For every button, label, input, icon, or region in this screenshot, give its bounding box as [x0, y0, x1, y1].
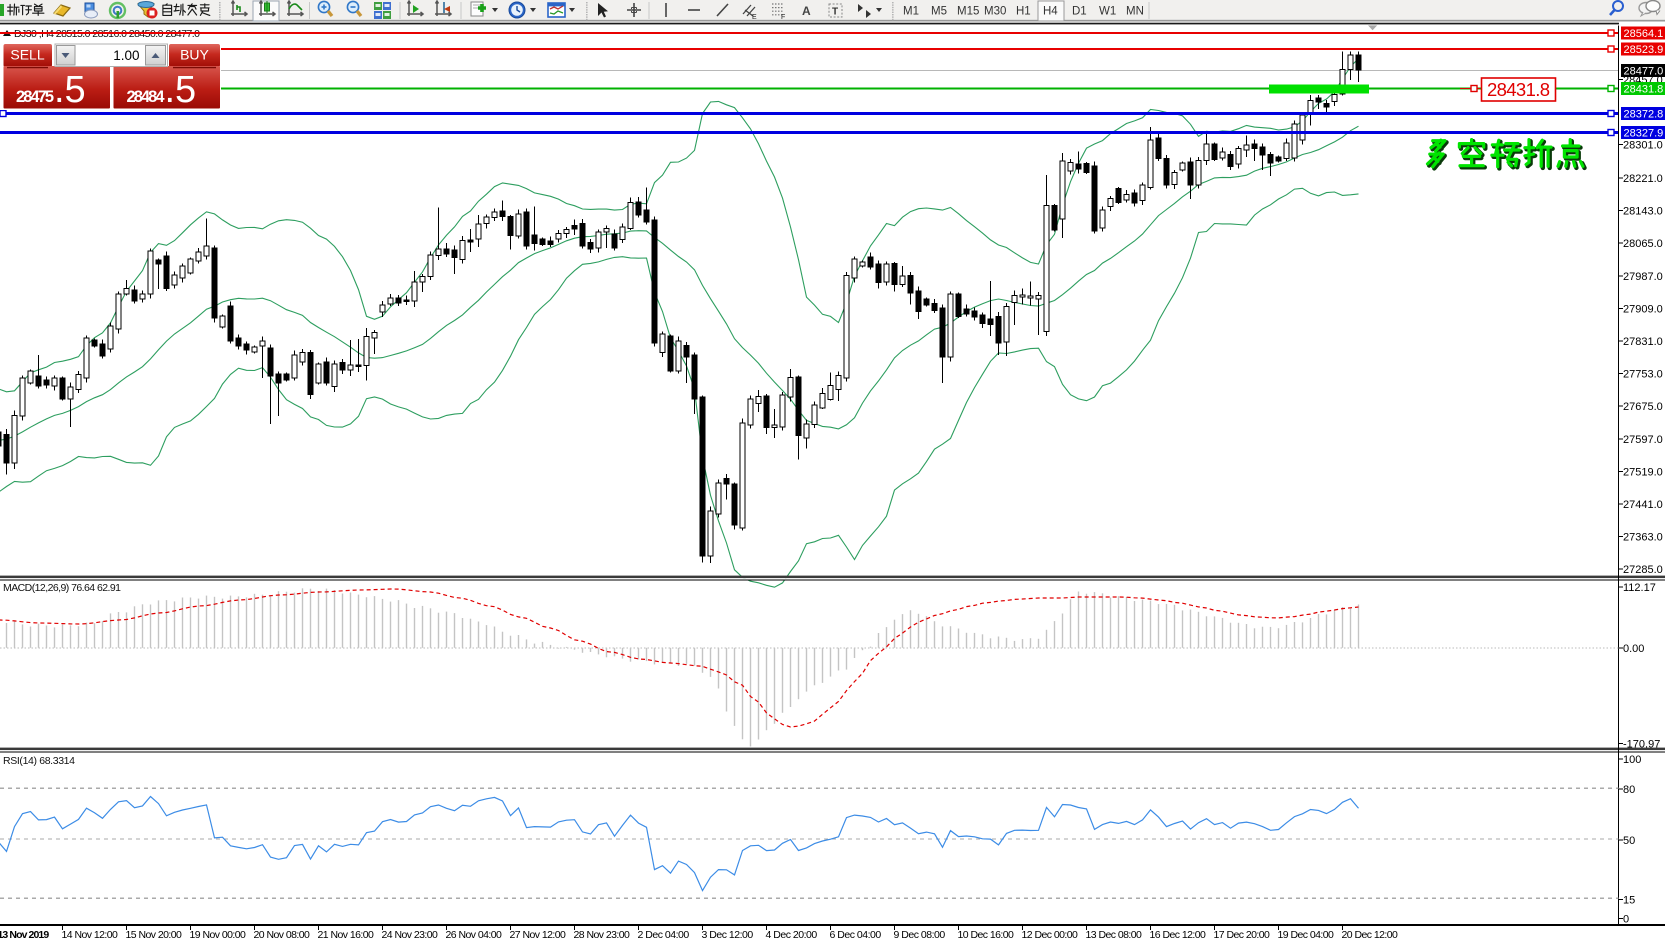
svg-text:28477.0: 28477.0	[1624, 66, 1664, 78]
svg-text:27363.0: 27363.0	[1623, 532, 1663, 544]
svg-text:27987.0: 27987.0	[1623, 271, 1663, 283]
svg-text:19 Dec 04:00: 19 Dec 04:00	[1278, 929, 1335, 941]
svg-text:20 Dec 12:00: 20 Dec 12:00	[1342, 929, 1399, 941]
svg-text:.5: .5	[165, 69, 197, 111]
svg-text:19 Nov 00:00: 19 Nov 00:00	[190, 929, 247, 941]
svg-text:0: 0	[1623, 914, 1629, 926]
svg-text:28564.1: 28564.1	[1624, 28, 1664, 40]
svg-text:112.17: 112.17	[1623, 582, 1656, 594]
svg-text:9 Dec 08:00: 9 Dec 08:00	[894, 929, 946, 941]
svg-text:26 Nov 04:00: 26 Nov 04:00	[446, 929, 503, 941]
svg-text:2 Dec 04:00: 2 Dec 04:00	[638, 929, 690, 941]
svg-text:28523.9: 28523.9	[1624, 44, 1664, 56]
svg-text:0.00: 0.00	[1623, 643, 1644, 655]
svg-text:10 Dec 16:00: 10 Dec 16:00	[958, 929, 1015, 941]
svg-text:27753.0: 27753.0	[1623, 369, 1663, 381]
svg-text:H1: H1	[1016, 6, 1031, 18]
svg-text:MACD(12,26,9) 76.64 62.91: MACD(12,26,9) 76.64 62.91	[3, 582, 121, 594]
svg-text:.5: .5	[54, 69, 86, 111]
svg-text:27831.0: 27831.0	[1623, 336, 1663, 348]
svg-text:12 Dec 00:00: 12 Dec 00:00	[1022, 929, 1079, 941]
svg-text:H4: H4	[1043, 6, 1058, 18]
svg-text:M5: M5	[931, 6, 947, 18]
svg-text:13 Dec 08:00: 13 Dec 08:00	[1086, 929, 1143, 941]
svg-text:20 Nov 08:00: 20 Nov 08:00	[254, 929, 311, 941]
svg-text:28221.0: 28221.0	[1623, 173, 1663, 185]
svg-text:RSI(14) 68.3314: RSI(14) 68.3314	[3, 755, 75, 767]
svg-text:17 Dec 20:00: 17 Dec 20:00	[1214, 929, 1271, 941]
svg-text:28065.0: 28065.0	[1623, 238, 1663, 250]
svg-text:W1: W1	[1099, 6, 1116, 18]
svg-text:6 Dec 04:00: 6 Dec 04:00	[830, 929, 882, 941]
svg-text:15: 15	[1623, 894, 1635, 906]
svg-text:M15: M15	[957, 6, 979, 18]
svg-text:16 Dec 12:00: 16 Dec 12:00	[1150, 929, 1207, 941]
svg-text:E: E	[752, 14, 757, 21]
svg-text:D1: D1	[1072, 6, 1087, 18]
svg-text:1.00: 1.00	[113, 48, 139, 63]
svg-text:27285.0: 27285.0	[1623, 564, 1663, 576]
svg-text:100: 100	[1623, 754, 1641, 766]
svg-text:28475: 28475	[16, 88, 54, 106]
svg-text:28484: 28484	[127, 88, 166, 106]
svg-text:28143.0: 28143.0	[1623, 206, 1663, 218]
svg-text:M1: M1	[903, 6, 919, 18]
svg-text:28301.0: 28301.0	[1623, 140, 1663, 152]
svg-text:28431.8: 28431.8	[1624, 84, 1664, 96]
svg-text:28431.8: 28431.8	[1487, 79, 1550, 100]
svg-text:M30: M30	[984, 6, 1006, 18]
svg-text:27519.0: 27519.0	[1623, 466, 1663, 478]
svg-text:27 Nov 12:00: 27 Nov 12:00	[510, 929, 567, 941]
svg-text:80: 80	[1623, 784, 1635, 796]
svg-text:21 Nov 16:00: 21 Nov 16:00	[318, 929, 375, 941]
svg-text:-170.97: -170.97	[1623, 738, 1660, 750]
svg-text:MN: MN	[1126, 6, 1144, 18]
svg-text:50: 50	[1623, 835, 1635, 847]
svg-text:28 Nov 23:00: 28 Nov 23:00	[574, 929, 631, 941]
svg-text:4 Dec 20:00: 4 Dec 20:00	[766, 929, 818, 941]
svg-text:A: A	[802, 4, 811, 18]
svg-text:15 Nov 20:00: 15 Nov 20:00	[126, 929, 183, 941]
svg-text:3 Dec 12:00: 3 Dec 12:00	[702, 929, 754, 941]
svg-text:24 Nov 23:00: 24 Nov 23:00	[382, 929, 439, 941]
svg-text:28327.9: 28327.9	[1624, 128, 1664, 140]
svg-text:13 Nov 2019: 13 Nov 2019	[0, 929, 49, 941]
svg-text:27597.0: 27597.0	[1623, 434, 1663, 446]
svg-text:F: F	[781, 14, 785, 21]
svg-text:27675.0: 27675.0	[1623, 401, 1663, 413]
svg-text:BUY: BUY	[180, 47, 209, 63]
svg-text:27441.0: 27441.0	[1623, 499, 1663, 511]
svg-text:28372.8: 28372.8	[1624, 109, 1664, 121]
svg-text:27909.0: 27909.0	[1623, 303, 1663, 315]
svg-text:SELL: SELL	[10, 47, 44, 63]
svg-text:T: T	[832, 7, 838, 18]
svg-text:14 Nov 12:00: 14 Nov 12:00	[62, 929, 119, 941]
